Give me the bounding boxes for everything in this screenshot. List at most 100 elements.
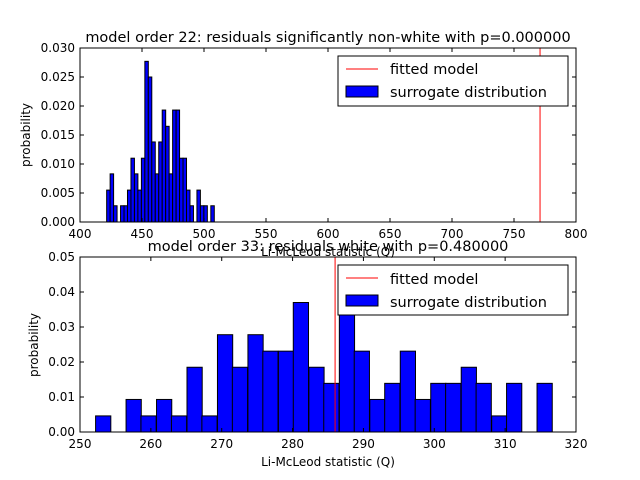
x-axis-label: Li-McLeod statistic (Q) — [261, 245, 395, 259]
histogram-bar — [156, 398, 173, 433]
histogram-bar — [125, 398, 142, 433]
histogram-bar — [353, 350, 370, 433]
histogram-bar — [491, 415, 508, 433]
y-tick-label: 0.05 — [48, 250, 75, 264]
histogram-bar — [179, 157, 184, 223]
histogram-bar — [95, 415, 112, 433]
histogram-bar — [536, 382, 553, 433]
histogram-bar — [140, 157, 146, 223]
histogram-bar — [201, 415, 218, 433]
histogram-bar — [384, 382, 401, 433]
histogram-bar — [120, 205, 125, 223]
x-tick-label: 700 — [441, 227, 464, 241]
chart-title: model order 33: residuals white with p=0… — [148, 239, 509, 255]
histogram-bar — [308, 366, 325, 433]
histogram-bar — [369, 398, 386, 433]
legend-fitted-label: fitted model — [390, 62, 478, 78]
histogram-bar — [247, 334, 264, 433]
y-tick-label: 0.015 — [41, 128, 75, 142]
x-tick-label: 270 — [210, 437, 233, 451]
histogram-bar — [165, 125, 170, 223]
y-tick-label: 0.04 — [48, 285, 75, 299]
legend-box — [337, 264, 569, 316]
histogram-bar — [158, 141, 163, 223]
x-tick-label: 320 — [565, 437, 588, 451]
y-tick-label: 0.000 — [41, 215, 75, 229]
y-tick-label: 0.020 — [41, 99, 75, 113]
histogram-bar — [231, 366, 249, 433]
histogram-bar — [113, 205, 118, 223]
y-tick-label: 0.01 — [48, 390, 75, 404]
histogram-bar — [175, 109, 181, 223]
y-tick-label: 0.00 — [48, 425, 75, 439]
legend: fitted model surrogate distribution — [337, 55, 569, 107]
chart-panel-1: 400 450 500 550 600 650 700 750 800 0.000 0.005 0.0… — [19, 30, 587, 259]
histogram-bar — [154, 173, 160, 223]
x-tick-label: 300 — [423, 437, 446, 451]
legend-bars-swatch — [345, 294, 379, 307]
legend: fitted model surrogate distribution — [337, 264, 569, 316]
x-tick-label: 650 — [379, 227, 402, 241]
histogram-bar — [414, 398, 431, 433]
x-tick-label: 550 — [255, 227, 278, 241]
x-tick-label: 600 — [317, 227, 340, 241]
histogram-bar — [210, 205, 215, 223]
histogram-bar — [430, 382, 447, 433]
plot-frame — [79, 256, 577, 433]
histogram-bar — [133, 173, 139, 223]
histogram-bar — [170, 415, 188, 433]
histogram-bar — [106, 189, 111, 223]
histogram-bar — [137, 189, 142, 223]
histogram-bar — [399, 350, 416, 433]
x-tick-label: 450 — [131, 227, 154, 241]
legend-fitted-label: fitted model — [390, 272, 478, 288]
legend-bars-label: surrogate distribution — [390, 295, 547, 311]
x-tick-label: 290 — [352, 437, 375, 451]
chart-title: model order 22: residuals significantly … — [85, 30, 570, 46]
y-tick-label: 0.030 — [41, 41, 75, 55]
histogram-bar — [161, 109, 167, 223]
histogram-bar — [172, 109, 177, 223]
histogram-bar — [189, 205, 194, 223]
histogram-bar — [262, 350, 279, 433]
x-tick-label: 250 — [69, 437, 92, 451]
histogram-bar — [196, 189, 201, 223]
y-tick-label: 0.005 — [41, 186, 75, 200]
x-tick-label: 800 — [565, 227, 588, 241]
y-tick-label: 0.025 — [41, 70, 75, 84]
histogram-bar — [216, 334, 234, 433]
histogram-bar — [144, 60, 149, 223]
histogram-bar — [460, 366, 477, 433]
histogram-bar — [186, 366, 203, 433]
x-tick-label: 500 — [193, 227, 216, 241]
y-tick-label: 0.02 — [48, 355, 75, 369]
y-axis-label: probability — [27, 313, 41, 377]
histogram-bar — [292, 302, 310, 433]
histogram-bar — [151, 141, 156, 223]
histogram-bar — [506, 382, 523, 433]
legend-bars-swatch — [345, 85, 379, 98]
histogram-bar — [168, 173, 174, 223]
x-axis-label: Li-McLeod statistic (Q) — [261, 455, 395, 469]
axis-ticks: 250 260 270 280 290 300 310 320 0.00 0.01 0.02 0.03… — [48, 250, 587, 451]
chart-panel-2: 250 260 270 280 290 300 310 320 0.00 0.01 0.02 0.03… — [27, 239, 587, 469]
histogram-bar — [338, 302, 356, 433]
histogram-bar — [140, 415, 157, 433]
y-tick-label: 0.010 — [41, 157, 75, 171]
histogram-bar — [126, 189, 132, 223]
legend-bars-label: surrogate distribution — [390, 85, 547, 101]
histogram-bar — [123, 205, 128, 223]
histogram-bar — [186, 189, 191, 223]
x-tick-label: 280 — [281, 437, 304, 451]
x-tick-label: 310 — [494, 437, 517, 451]
histogram-bar — [109, 173, 115, 223]
x-tick-label: 750 — [503, 227, 526, 241]
y-tick-label: 0.03 — [48, 320, 75, 334]
histogram-bar — [199, 205, 205, 223]
histogram-bar — [445, 382, 462, 433]
histogram-bar — [475, 382, 492, 433]
histogram-bar — [277, 350, 295, 433]
histogram-bar — [323, 382, 340, 433]
y-axis-label: probability — [19, 103, 33, 167]
